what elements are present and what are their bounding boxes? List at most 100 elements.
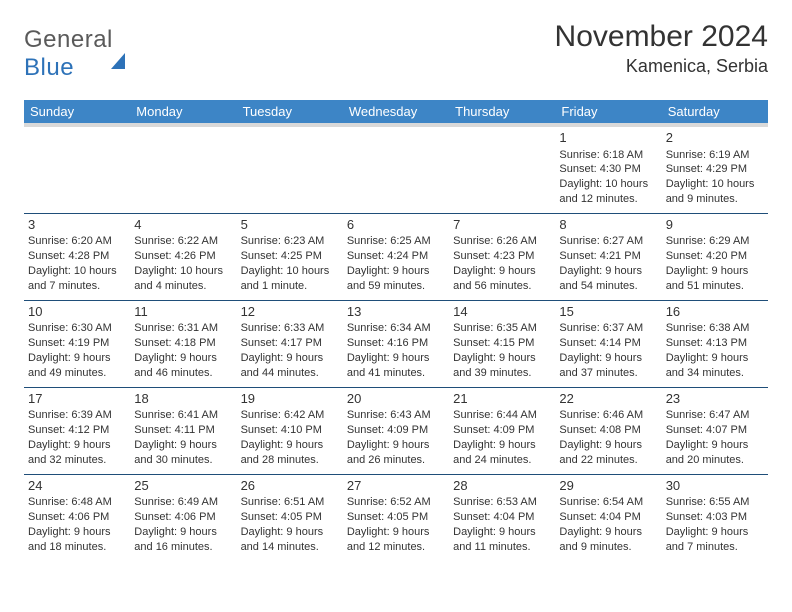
sunset-line: Sunset: 4:15 PM: [453, 336, 551, 351]
daylight-line: Daylight: 9 hours and 54 minutes.: [559, 264, 657, 294]
day-cell: 21Sunrise: 6:44 AMSunset: 4:09 PMDayligh…: [449, 387, 555, 474]
sunrise-line: Sunrise: 6:53 AM: [453, 495, 551, 510]
day-header: Friday: [555, 100, 661, 125]
day-cell: 16Sunrise: 6:38 AMSunset: 4:13 PMDayligh…: [662, 300, 768, 387]
daylight-line: Daylight: 9 hours and 22 minutes.: [559, 438, 657, 468]
daylight-line: Daylight: 9 hours and 14 minutes.: [241, 525, 339, 555]
day-cell: 12Sunrise: 6:33 AMSunset: 4:17 PMDayligh…: [237, 300, 343, 387]
daylight-line: Daylight: 9 hours and 32 minutes.: [28, 438, 126, 468]
day-number: 18: [134, 390, 232, 408]
daylight-line: Daylight: 9 hours and 9 minutes.: [559, 525, 657, 555]
day-number: 29: [559, 477, 657, 495]
day-cell: 27Sunrise: 6:52 AMSunset: 4:05 PMDayligh…: [343, 474, 449, 560]
sunset-line: Sunset: 4:26 PM: [134, 249, 232, 264]
day-number: 13: [347, 303, 445, 321]
day-header-row: SundayMondayTuesdayWednesdayThursdayFrid…: [24, 100, 768, 125]
sunset-line: Sunset: 4:06 PM: [134, 510, 232, 525]
sunset-line: Sunset: 4:21 PM: [559, 249, 657, 264]
logo: General Blue: [24, 26, 125, 82]
day-number: 27: [347, 477, 445, 495]
sunset-line: Sunset: 4:25 PM: [241, 249, 339, 264]
daylight-line: Daylight: 9 hours and 39 minutes.: [453, 351, 551, 381]
daylight-line: Daylight: 9 hours and 59 minutes.: [347, 264, 445, 294]
sunrise-line: Sunrise: 6:23 AM: [241, 234, 339, 249]
sunset-line: Sunset: 4:06 PM: [28, 510, 126, 525]
day-number: 10: [28, 303, 126, 321]
sunrise-line: Sunrise: 6:26 AM: [453, 234, 551, 249]
day-number: 14: [453, 303, 551, 321]
day-cell: 23Sunrise: 6:47 AMSunset: 4:07 PMDayligh…: [662, 387, 768, 474]
daylight-line: Daylight: 10 hours and 7 minutes.: [28, 264, 126, 294]
day-cell: 10Sunrise: 6:30 AMSunset: 4:19 PMDayligh…: [24, 300, 130, 387]
sunrise-line: Sunrise: 6:34 AM: [347, 321, 445, 336]
daylight-line: Daylight: 9 hours and 20 minutes.: [666, 438, 764, 468]
sunrise-line: Sunrise: 6:43 AM: [347, 408, 445, 423]
sunset-line: Sunset: 4:10 PM: [241, 423, 339, 438]
day-header: Thursday: [449, 100, 555, 125]
day-number: 11: [134, 303, 232, 321]
sunset-line: Sunset: 4:14 PM: [559, 336, 657, 351]
sunrise-line: Sunrise: 6:22 AM: [134, 234, 232, 249]
daylight-line: Daylight: 10 hours and 4 minutes.: [134, 264, 232, 294]
daylight-line: Daylight: 9 hours and 16 minutes.: [134, 525, 232, 555]
sunrise-line: Sunrise: 6:31 AM: [134, 321, 232, 336]
day-number: 15: [559, 303, 657, 321]
sunrise-line: Sunrise: 6:44 AM: [453, 408, 551, 423]
day-number: 2: [666, 129, 764, 147]
day-number: 7: [453, 216, 551, 234]
day-cell: 5Sunrise: 6:23 AMSunset: 4:25 PMDaylight…: [237, 213, 343, 300]
empty-cell: [130, 125, 236, 213]
day-cell: 19Sunrise: 6:42 AMSunset: 4:10 PMDayligh…: [237, 387, 343, 474]
day-cell: 30Sunrise: 6:55 AMSunset: 4:03 PMDayligh…: [662, 474, 768, 560]
daylight-line: Daylight: 9 hours and 49 minutes.: [28, 351, 126, 381]
day-cell: 18Sunrise: 6:41 AMSunset: 4:11 PMDayligh…: [130, 387, 236, 474]
day-cell: 11Sunrise: 6:31 AMSunset: 4:18 PMDayligh…: [130, 300, 236, 387]
day-number: 16: [666, 303, 764, 321]
sunrise-line: Sunrise: 6:48 AM: [28, 495, 126, 510]
day-header: Monday: [130, 100, 236, 125]
day-number: 8: [559, 216, 657, 234]
day-number: 28: [453, 477, 551, 495]
day-number: 4: [134, 216, 232, 234]
header: General Blue November 2024 Kamenica, Ser…: [24, 20, 768, 82]
day-cell: 17Sunrise: 6:39 AMSunset: 4:12 PMDayligh…: [24, 387, 130, 474]
calendar-week-row: 17Sunrise: 6:39 AMSunset: 4:12 PMDayligh…: [24, 387, 768, 474]
day-number: 25: [134, 477, 232, 495]
page-title: November 2024: [555, 20, 768, 54]
sunrise-line: Sunrise: 6:41 AM: [134, 408, 232, 423]
sunset-line: Sunset: 4:04 PM: [559, 510, 657, 525]
sunrise-line: Sunrise: 6:33 AM: [241, 321, 339, 336]
sunset-line: Sunset: 4:11 PM: [134, 423, 232, 438]
day-number: 26: [241, 477, 339, 495]
day-cell: 3Sunrise: 6:20 AMSunset: 4:28 PMDaylight…: [24, 213, 130, 300]
day-number: 19: [241, 390, 339, 408]
daylight-line: Daylight: 9 hours and 18 minutes.: [28, 525, 126, 555]
day-cell: 25Sunrise: 6:49 AMSunset: 4:06 PMDayligh…: [130, 474, 236, 560]
day-cell: 29Sunrise: 6:54 AMSunset: 4:04 PMDayligh…: [555, 474, 661, 560]
day-cell: 2Sunrise: 6:19 AMSunset: 4:29 PMDaylight…: [662, 125, 768, 213]
empty-cell: [343, 125, 449, 213]
calendar-table: SundayMondayTuesdayWednesdayThursdayFrid…: [24, 100, 768, 561]
logo-word1: General: [24, 26, 113, 53]
sunrise-line: Sunrise: 6:38 AM: [666, 321, 764, 336]
day-cell: 4Sunrise: 6:22 AMSunset: 4:26 PMDaylight…: [130, 213, 236, 300]
sunset-line: Sunset: 4:09 PM: [347, 423, 445, 438]
sunrise-line: Sunrise: 6:25 AM: [347, 234, 445, 249]
sunset-line: Sunset: 4:08 PM: [559, 423, 657, 438]
day-cell: 8Sunrise: 6:27 AMSunset: 4:21 PMDaylight…: [555, 213, 661, 300]
sunset-line: Sunset: 4:07 PM: [666, 423, 764, 438]
calendar-page: General Blue November 2024 Kamenica, Ser…: [0, 0, 792, 581]
daylight-line: Daylight: 9 hours and 34 minutes.: [666, 351, 764, 381]
sunrise-line: Sunrise: 6:55 AM: [666, 495, 764, 510]
daylight-line: Daylight: 9 hours and 28 minutes.: [241, 438, 339, 468]
day-number: 3: [28, 216, 126, 234]
empty-cell: [24, 125, 130, 213]
daylight-line: Daylight: 9 hours and 46 minutes.: [134, 351, 232, 381]
day-header: Sunday: [24, 100, 130, 125]
sunset-line: Sunset: 4:29 PM: [666, 162, 764, 177]
daylight-line: Daylight: 9 hours and 12 minutes.: [347, 525, 445, 555]
daylight-line: Daylight: 10 hours and 1 minute.: [241, 264, 339, 294]
title-block: November 2024 Kamenica, Serbia: [555, 20, 768, 77]
sunrise-line: Sunrise: 6:27 AM: [559, 234, 657, 249]
day-number: 20: [347, 390, 445, 408]
